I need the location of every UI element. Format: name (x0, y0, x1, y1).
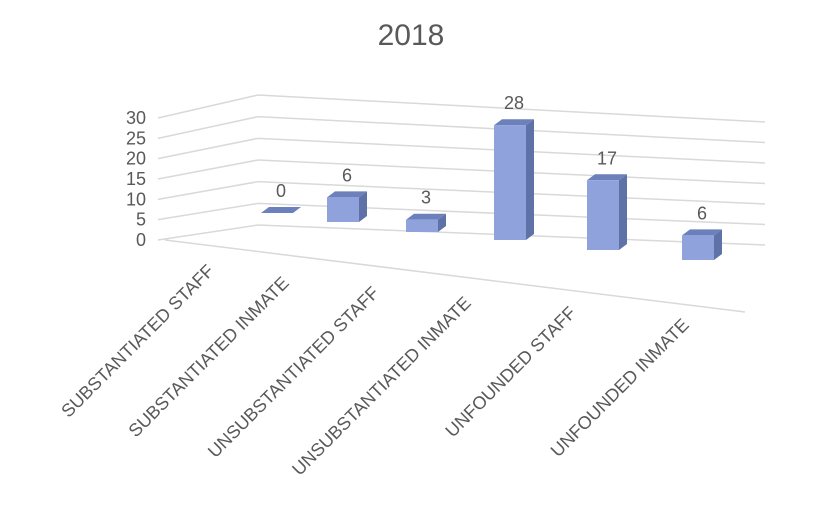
y-tick-label: 15 (126, 169, 146, 189)
y-tick-label: 10 (126, 189, 146, 209)
bar-top (406, 213, 446, 220)
chart-title: 2018 (378, 19, 445, 52)
grid-line (157, 94, 766, 123)
bar (682, 235, 714, 260)
bar (406, 219, 438, 232)
bar-side (438, 213, 446, 232)
bar-side (714, 229, 722, 260)
data-label: 17 (597, 148, 617, 168)
y-tick-label: 25 (126, 128, 146, 148)
y-tick-label: 20 (126, 149, 146, 169)
bar-top (682, 229, 722, 236)
x-tick-label: UNFOUNDED STAFF (441, 303, 579, 441)
y-tick-label: 0 (136, 230, 146, 250)
data-label: 0 (276, 181, 286, 201)
bar-top (587, 174, 627, 181)
data-label: 28 (504, 93, 524, 113)
bar-side (619, 174, 627, 250)
x-tick-label: UNSUBSTANTIATED STAFF (204, 283, 383, 462)
data-label: 3 (421, 188, 431, 208)
grid-line (157, 202, 766, 226)
floor-edge (164, 239, 746, 313)
x-tick-label: UNSUBSTANTIATED INMATE (288, 293, 475, 480)
bar (587, 180, 619, 250)
grid-line (157, 159, 766, 185)
bar-top (327, 191, 367, 198)
bar-top (494, 119, 534, 126)
bar (327, 197, 359, 222)
y-tick-label: 30 (126, 108, 146, 128)
bar-side (526, 119, 534, 240)
bar-top (261, 207, 301, 213)
data-label: 6 (342, 165, 352, 185)
bar (494, 125, 526, 240)
grid-line (157, 180, 766, 205)
data-label: 6 (697, 203, 707, 223)
grid-line (157, 115, 766, 144)
x-tick-label: SUBSTANTIATED STAFF (57, 261, 218, 422)
grid-line (157, 224, 766, 246)
x-tick-label: SUBSTANTIATED INMATE (125, 273, 293, 441)
bar-side (359, 191, 367, 222)
y-tick-label: 5 (136, 210, 146, 230)
grid-line (157, 137, 766, 164)
x-tick-label: UNFOUNDED INMATE (547, 315, 693, 461)
